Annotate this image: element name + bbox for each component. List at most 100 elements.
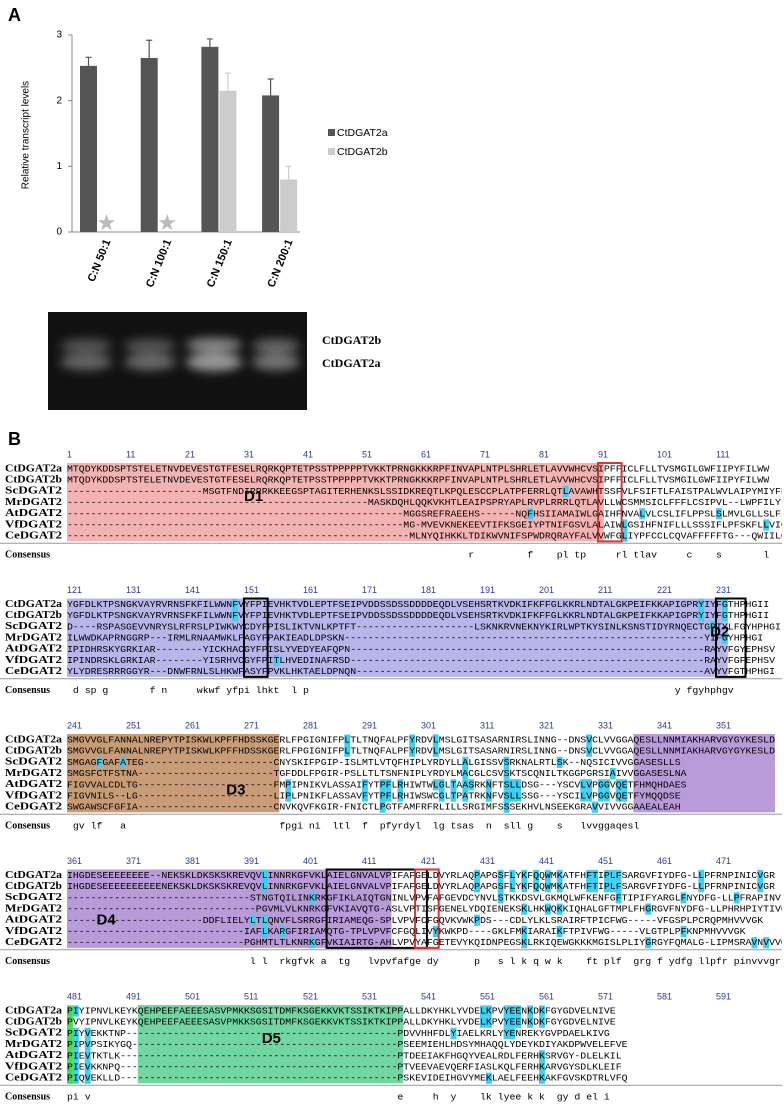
ruler-number: 521 — [303, 991, 318, 1001]
sequence-name: CtDGAT2a — [5, 1005, 62, 1016]
residue-highlight — [556, 869, 563, 882]
residue-highlight — [615, 881, 622, 893]
motif-box — [414, 868, 440, 949]
residue-highlight — [721, 610, 728, 622]
consensus-row: pi v e h y lk lyee k k gy d el i — [67, 1092, 610, 1103]
residue-highlight — [261, 914, 268, 926]
ruler-number: 281 — [303, 720, 318, 730]
sequence-name: MrDGAT2 — [5, 1039, 62, 1050]
residue-highlight — [586, 779, 593, 791]
residue-highlight — [450, 779, 457, 791]
residue-highlight — [521, 903, 528, 915]
ruler-number: 291 — [362, 720, 377, 730]
gel-band — [252, 339, 300, 353]
residue-highlight — [485, 790, 492, 802]
residue-highlight — [232, 598, 239, 611]
residue-highlight — [533, 881, 539, 893]
residue-highlight — [67, 1072, 73, 1084]
sequence-name: CtDGAT2a — [5, 870, 62, 881]
ruler-number: 81 — [539, 449, 549, 459]
sequence-name: CtDGAT2a — [5, 463, 62, 474]
sequence-name: CtDGAT2b — [5, 474, 63, 485]
ruler-number: 141 — [185, 585, 200, 595]
residue-highlight — [67, 1061, 73, 1073]
sequence-name: CeDGAT2 — [5, 1072, 62, 1083]
ruler-number: 161 — [303, 585, 318, 595]
error-bar — [224, 72, 231, 91]
residue-highlight — [285, 779, 292, 791]
sequence-name: CeDGAT2 — [5, 530, 62, 541]
sequence-row: -----------------------DDFLIELYLTLQNVFLS… — [67, 915, 763, 926]
residue-highlight — [621, 519, 628, 531]
residue-highlight — [609, 881, 616, 893]
sequence-name: VfDGAT2 — [5, 790, 62, 801]
residue-highlight — [362, 779, 368, 791]
residue-highlight — [432, 734, 439, 746]
residue-highlight — [639, 508, 646, 520]
sequence-name: VfDGAT2 — [5, 926, 62, 937]
ruler-number: 181 — [421, 585, 436, 595]
sequence-row: IPINDRSKLGRKIAR--------YISRHVCGYFPITLHVE… — [67, 655, 775, 666]
domain-label: D1 — [244, 488, 263, 505]
residue-highlight — [503, 768, 510, 780]
sequence-name: ScDGAT2 — [5, 757, 62, 768]
ruler-number: 151 — [244, 585, 259, 595]
ruler-number: 481 — [67, 991, 82, 1001]
ruler-number: 301 — [421, 720, 436, 730]
residue-highlight — [539, 1072, 545, 1084]
ruler-number: 171 — [362, 585, 377, 595]
residue-highlight — [527, 1016, 534, 1028]
residue-highlight — [72, 1072, 79, 1084]
consensus-label: Consensus — [5, 1091, 50, 1102]
residue-highlight — [621, 779, 628, 791]
ruler-number: 551 — [480, 991, 495, 1001]
x-tick-label: C:N 150:1 — [205, 238, 235, 290]
residue-highlight — [462, 790, 469, 802]
sequence-row: FIGVNILS--LG-----------------------LIPLP… — [67, 791, 681, 802]
sequence-name: MrDGAT2 — [5, 632, 62, 643]
residue-highlight — [509, 869, 516, 882]
residue-highlight — [72, 1027, 79, 1039]
residue-highlight — [261, 925, 268, 938]
sequence-row: MTQDYKDDSPTSTELETNVDEVESTGTFESELRQRKQPTE… — [67, 464, 769, 475]
residue-highlight — [603, 869, 610, 882]
residue-highlight — [84, 1027, 91, 1039]
sequence-name: ScDGAT2 — [5, 621, 62, 632]
residue-highlight — [279, 925, 286, 938]
residue-highlight — [556, 756, 563, 768]
residue-highlight — [308, 892, 315, 904]
gel-label: CtDGAT2b — [322, 333, 381, 347]
ruler-number: 581 — [657, 991, 672, 1001]
sequence-row: --------------------------------PGVMLVLK… — [67, 904, 784, 915]
sequence-name: CeDGAT2 — [5, 666, 62, 677]
consensus-label: Consensus — [5, 549, 50, 560]
residue-highlight — [515, 790, 522, 802]
sequence-row: ----------------------------------------… — [67, 508, 784, 519]
residue-highlight — [603, 779, 610, 791]
legend-label: CtDGAT2b — [337, 146, 388, 158]
residue-highlight — [84, 1050, 91, 1062]
consensus-row: d sp g f n wkwf yfpi lhkt l p y fgyhphgv — [67, 685, 734, 696]
residue-highlight — [521, 869, 528, 882]
consensus-row: l l rkgfvk a tg lvpvfafge dy p s l k q w… — [67, 956, 781, 967]
sequence-row: D----RSPASGEVVNRYSLRFRSLPIWKWYCDYFPISLIK… — [67, 621, 781, 632]
residue-highlight — [539, 1016, 545, 1028]
residue-highlight — [480, 1016, 486, 1028]
sequence-name: CtDGAT2b — [5, 1016, 63, 1027]
sequence-name: CeDGAT2 — [5, 937, 62, 948]
residue-highlight — [645, 937, 652, 949]
ruler-number: 51 — [362, 449, 372, 459]
ruler-number: 491 — [126, 991, 141, 1001]
ruler-number: 221 — [657, 585, 672, 595]
residue-highlight — [710, 621, 716, 633]
gel-band — [252, 354, 300, 370]
domain-label: D3 — [226, 781, 245, 798]
residue-highlight — [462, 756, 469, 768]
error-bar — [206, 38, 213, 47]
error-bar — [146, 39, 153, 58]
sequence-row: ----------------------------------------… — [67, 520, 784, 531]
residue-highlight — [503, 1005, 510, 1017]
sequence-name: MrDGAT2 — [5, 768, 62, 779]
residue-highlight — [84, 1072, 91, 1084]
gel-band — [186, 338, 242, 352]
